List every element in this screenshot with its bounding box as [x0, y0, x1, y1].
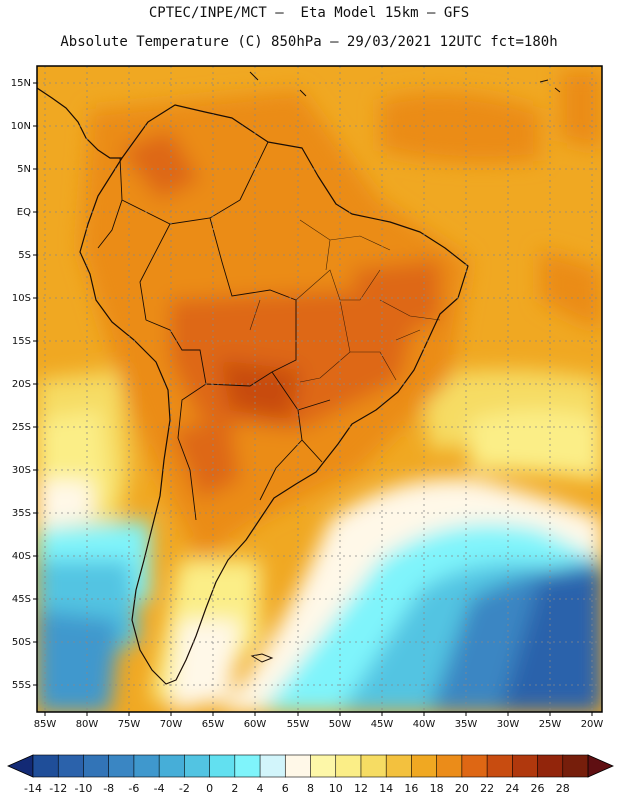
colorbar-swatch — [158, 754, 185, 778]
colorbar-label: 14 — [379, 782, 393, 795]
colorbar: -14 -12 -10 -8 -6 -4 -2 0 2 4 6 8 10 12 14 16 18 20 22 24 26… — [7, 754, 614, 795]
colorbar-label: -4 — [154, 782, 165, 795]
caribbean-islands — [249, 71, 561, 97]
lat-label: 55S — [12, 680, 31, 691]
colorbar-swatch — [436, 754, 463, 778]
colorbar-label: 18 — [430, 782, 444, 795]
colorbar-swatch — [32, 754, 59, 778]
latitude-labels: 15N 10N 5N EQ 5S 10S 15S 20S 25S 30S 35S… — [11, 78, 31, 691]
colorbar-label: 2 — [231, 782, 238, 795]
lat-label: 45S — [12, 594, 31, 605]
lat-label: 40S — [12, 551, 31, 562]
colorbar-label: 0 — [206, 782, 213, 795]
lat-label: 5S — [18, 250, 31, 261]
colorbar-swatch — [209, 754, 236, 778]
colorbar-low-arrow-icon — [7, 754, 34, 778]
colorbar-label: 4 — [257, 782, 264, 795]
longitude-labels: 85W 80W 75W 70W 65W 60W 55W 50W 45W 40W … — [34, 719, 604, 730]
colorbar-swatch — [461, 754, 488, 778]
colorbar-label: 16 — [404, 782, 418, 795]
colorbar-swatch — [537, 754, 564, 778]
colorbar-label: 8 — [307, 782, 314, 795]
lat-label: 25S — [12, 422, 31, 433]
colorbar-swatch — [57, 754, 85, 778]
colorbar-label: 26 — [531, 782, 545, 795]
colorbar-label: -14 — [24, 782, 42, 795]
lon-label: 65W — [202, 719, 225, 730]
colorbar-swatch — [133, 754, 160, 778]
colorbar-label: 6 — [282, 782, 289, 795]
colorbar-swatch — [562, 754, 589, 778]
lon-label: 35W — [455, 719, 478, 730]
colorbar-swatch — [335, 754, 362, 778]
colorbar-label: -2 — [179, 782, 190, 795]
lat-label: 20S — [12, 379, 31, 390]
colorbar-label: 28 — [556, 782, 570, 795]
lon-label: 40W — [413, 719, 436, 730]
colorbar-swatch — [184, 754, 211, 778]
colorbar-swatch — [411, 754, 438, 778]
colorbar-label: -12 — [49, 782, 67, 795]
colorbar-label: -8 — [103, 782, 114, 795]
colorbar-label: 20 — [455, 782, 469, 795]
lat-label: EQ — [17, 207, 31, 218]
colorbar-swatch — [284, 754, 312, 778]
axis-ticks — [33, 82, 593, 716]
colorbar-swatch — [259, 754, 286, 778]
colorbar-label: 22 — [480, 782, 494, 795]
temperature-field — [37, 66, 602, 712]
falklands — [250, 653, 274, 663]
lat-label: 50S — [12, 637, 31, 648]
colorbar-swatch — [83, 754, 110, 778]
lat-label: 30S — [12, 465, 31, 476]
colorbar-swatch — [234, 754, 261, 778]
lon-label: 30W — [497, 719, 520, 730]
colorbar-swatch — [385, 754, 413, 778]
lat-lon-grid — [37, 66, 602, 712]
colorbar-swatch — [108, 754, 135, 778]
lat-label: 5N — [17, 164, 31, 175]
lon-label: 45W — [371, 719, 394, 730]
lon-label: 85W — [34, 719, 57, 730]
chart-title-line2: Absolute Temperature (C) 850hPa – 29/03/… — [60, 34, 558, 50]
colorbar-label: -10 — [74, 782, 92, 795]
lon-label: 20W — [581, 719, 604, 730]
chart-title-line1: CPTEC/INPE/MCT – Eta Model 15km – GFS — [148, 5, 470, 21]
colorbar-label: 10 — [329, 782, 343, 795]
lon-label: 75W — [118, 719, 141, 730]
lon-label: 25W — [539, 719, 562, 730]
lon-label: 50W — [329, 719, 352, 730]
colorbar-high-arrow-icon — [587, 754, 614, 778]
country-borders — [97, 141, 331, 521]
lat-label: 35S — [12, 508, 31, 519]
lat-label: 15S — [12, 336, 31, 347]
lon-label: 55W — [287, 719, 310, 730]
colorbar-swatch — [486, 754, 513, 778]
lat-label: 10N — [11, 121, 31, 132]
lon-label: 60W — [244, 719, 267, 730]
lon-label: 80W — [76, 719, 99, 730]
lat-label: 10S — [12, 293, 31, 304]
colorbar-swatch — [512, 754, 539, 778]
map-frame — [36, 65, 603, 713]
colorbar-swatch — [360, 754, 387, 778]
colorbar-label: 24 — [505, 782, 519, 795]
south-america-coastline — [79, 104, 469, 685]
lat-label: 15N — [11, 78, 31, 89]
lon-label: 70W — [160, 719, 183, 730]
colorbar-label: -6 — [128, 782, 139, 795]
colorbar-label: 12 — [354, 782, 368, 795]
colorbar-swatch — [310, 754, 337, 778]
central-america-coastline — [37, 87, 122, 159]
